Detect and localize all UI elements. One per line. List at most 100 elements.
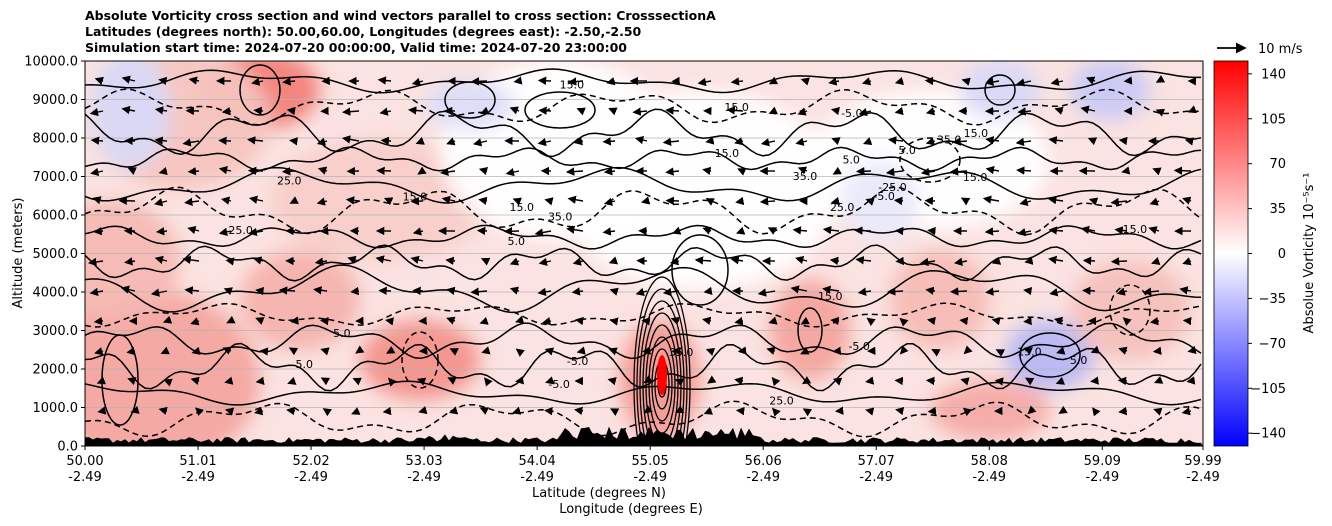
wind-vector [760,138,776,147]
wind-vector [385,317,395,326]
wind-vector [89,287,104,297]
wind-vector [182,138,200,147]
wind-vector [251,77,264,86]
wind-vector [771,377,781,387]
wind-vector [1142,287,1160,296]
wind-vector [866,317,876,327]
wind-vector [995,349,1006,357]
wind-vector [218,136,232,145]
contour-label: -5.0 [873,190,894,203]
wind-vector [1090,345,1101,354]
y-tick-label: 8000.0 [33,132,79,147]
wind-vector [674,378,685,387]
wind-vector [278,286,296,295]
wind-vector [410,255,424,264]
contour-line [85,322,1202,360]
x-tick-lat-label: 59.09 [1084,454,1121,469]
wind-vector [121,105,136,115]
wind-vector [537,287,552,297]
wind-vector [184,286,200,295]
wind-vector [771,407,781,417]
wind-vector [478,196,488,206]
contour-line [85,186,1202,236]
wind-vector [289,137,298,146]
wind-vector [991,317,1001,326]
wind-vector [855,256,872,265]
wind-vector [480,106,490,115]
colorbar-tick-label: 70 [1269,157,1286,172]
wind-vector [544,406,553,416]
x-axis-label-longitude: Longitude (degrees E) [559,502,703,517]
wind-vector [1110,257,1128,266]
contour-label: 5.0 [296,358,314,371]
wind-vector [379,107,392,116]
wind-vector [194,407,205,417]
wind-vector [1118,136,1128,146]
wind-vector [991,256,1002,265]
wind-vector [1186,376,1196,385]
wind-vector [925,376,936,386]
wind-vector [415,136,425,145]
y-tick-label: 7000.0 [33,170,79,185]
wind-vector [985,287,1000,296]
wind-vector [1087,137,1098,146]
wind-vector [287,377,297,385]
wind-vector [190,317,200,326]
wind-vector [703,286,713,296]
wind-vector [154,255,168,264]
wind-vector [949,167,968,176]
wind-vector [352,377,362,386]
wind-vector [608,256,619,265]
contour-label: 25.0 [277,174,302,187]
x-tick-lon-label: -2.49 [633,470,667,485]
wind-vector [355,345,365,354]
contour-label: 15.0 [560,78,585,91]
wind-vector [797,107,808,116]
wind-vector [121,75,136,84]
y-tick-label: 6000.0 [33,209,79,224]
wind-vector [416,377,427,386]
wind-vector [767,227,778,235]
wind-vector [478,166,489,176]
contour-label: 15.0 [510,201,535,214]
wind-vector [566,225,584,234]
vorticity-patch [1070,61,1150,120]
x-axis: 50.00-2.4951.01-2.4952.02-2.4953.03-2.49… [66,446,1222,485]
wind-vector [1114,226,1128,235]
wind-vector [320,316,329,326]
wind-vector [449,348,459,356]
x-tick-lon-label: -2.49 [520,470,554,485]
wind-vector [1016,166,1032,175]
wind-vector [931,349,941,357]
wind-vector [829,256,840,266]
wind-vector [255,376,265,386]
contour-label: 35.0 [548,210,573,223]
vorticity-patch [840,160,920,240]
wind-vector [768,106,779,115]
wind-vector [702,166,712,176]
wind-vector [96,376,107,385]
wind-vector [320,377,331,386]
wind-vector [927,226,936,236]
wind-vector [222,346,232,355]
wind-vector [702,226,712,235]
wind-vector [726,106,744,115]
wind-vector [538,257,552,266]
wind-vector [830,106,841,116]
wind-vector [411,77,424,86]
wind-vector [248,227,264,237]
colorbar: 140 105 70 35 0 −35 −70 −105 −140 Absolue Vortic… [1213,60,1317,447]
contour-label: 25.0 [228,224,253,237]
wind-vector [224,376,234,385]
wind-vector [253,106,264,116]
wind-vector [383,197,394,206]
wind-vector [1182,196,1192,205]
wind-vector [857,287,872,296]
x-tick-lon-label: -2.49 [68,470,102,485]
contour-loop [797,307,823,353]
y-tick-label: 3000.0 [33,324,79,339]
wind-vector [790,285,808,294]
wind-vector [609,408,620,416]
wind-vector [155,227,168,236]
wind-vector [1149,197,1160,206]
